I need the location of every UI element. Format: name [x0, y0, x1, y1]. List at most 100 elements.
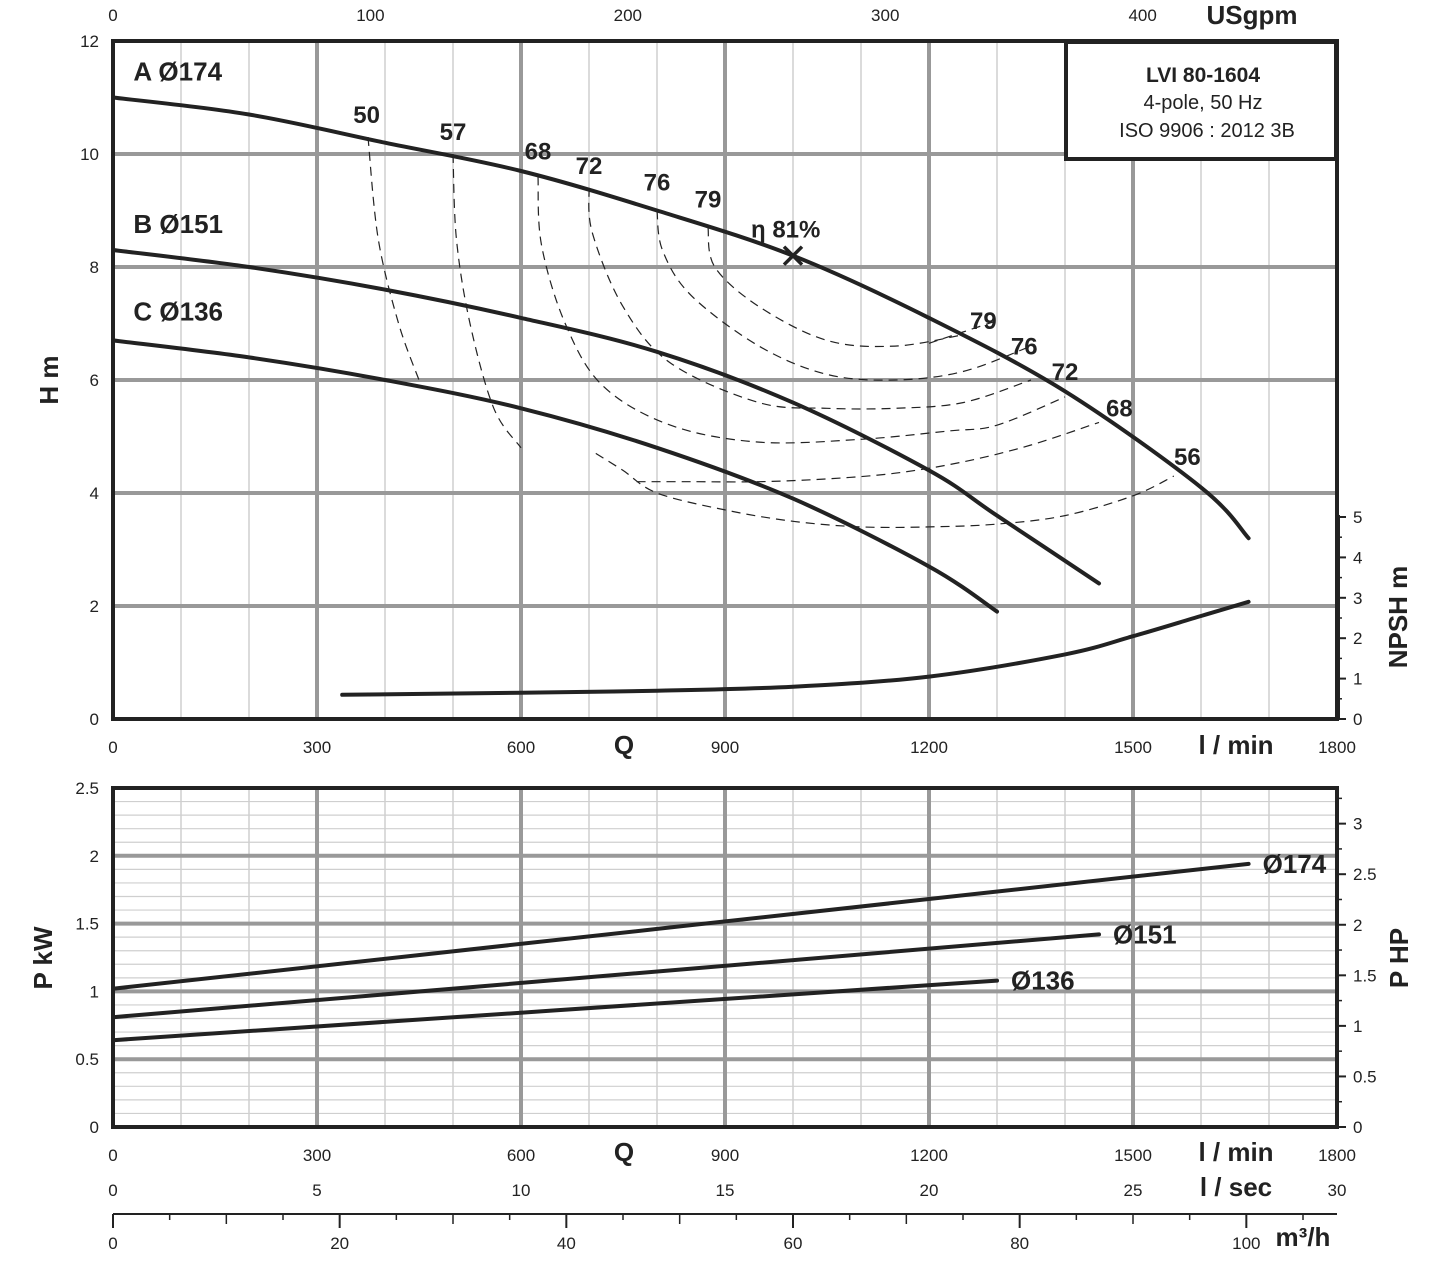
x2-tick-label: 400 [1128, 6, 1156, 25]
x2-tick-label: 300 [871, 6, 899, 25]
y-tick-label: 0 [90, 1118, 99, 1137]
lsec-tick-label: 10 [512, 1181, 531, 1200]
x2-tick-label: 0 [108, 6, 117, 25]
y2-tick-label: 4 [1353, 548, 1362, 567]
x-tick-label: 600 [507, 738, 535, 757]
y-tick-label: 0 [90, 710, 99, 729]
efficiency-label: 76 [644, 170, 671, 197]
efficiency-contour [595, 452, 1175, 529]
y-tick-label: 6 [90, 371, 99, 390]
x-tick-label: 900 [711, 738, 739, 757]
lsec-tick-label: 0 [108, 1181, 117, 1200]
efficiency-label: 57 [440, 119, 467, 146]
efficiency-label: 79 [970, 308, 997, 335]
npsh-y-label: NPSH m [1383, 566, 1413, 669]
bep-marker [782, 245, 804, 266]
y-tick-label: 2 [90, 597, 99, 616]
m3h-tick-label: 40 [557, 1234, 576, 1253]
m3h-tick-label: 80 [1010, 1234, 1029, 1253]
x2-tick-label: 100 [356, 6, 384, 25]
y2-tick-label: 0 [1353, 710, 1362, 729]
efficiency-label: 56 [1174, 444, 1201, 471]
x2-tick-label: 200 [614, 6, 642, 25]
power-x-label: Q [614, 1137, 634, 1167]
efficiency-contour [928, 320, 998, 344]
head-x-label: Q [614, 730, 634, 760]
efficiency-label: 68 [1106, 396, 1133, 423]
y-tick-label: 10 [80, 145, 99, 164]
x-tick-label: 300 [303, 1146, 331, 1165]
lsec-tick-label: 5 [312, 1181, 321, 1200]
m3h-tick-label: 100 [1232, 1234, 1260, 1253]
m3h-x-unit: m³/h [1276, 1222, 1331, 1252]
head-chart-frame [111, 39, 1339, 721]
efficiency-contour [656, 210, 1032, 381]
y2-tick-label: 2 [1353, 916, 1362, 935]
y-tick-label: 0.5 [75, 1050, 99, 1069]
x-tick-label: 0 [108, 1146, 117, 1165]
head-y-label: H m [34, 355, 64, 404]
efficiency-contour [537, 176, 1066, 444]
impeller-label: C Ø136 [133, 297, 223, 327]
title-model: LVI 80-1604 [1146, 64, 1260, 87]
power-chart-frame [111, 786, 1339, 1129]
efficiency-label: 68 [525, 139, 552, 166]
y-tick-label: 2.5 [75, 779, 99, 798]
x2-unit-label: USgpm [1207, 0, 1298, 30]
chart-labels: A Ø174 B Ø151 C Ø136 50 57 68 72 76 79 79 76 72 68 56… [133, 57, 1326, 996]
efficiency-label: 50 [353, 102, 380, 129]
power-curve-174 [111, 861, 1251, 991]
x-tick-label: 300 [303, 738, 331, 757]
efficiency-label: 76 [1011, 334, 1038, 361]
lsec-tick-label: 20 [920, 1181, 939, 1200]
power-curve-label: Ø174 [1263, 849, 1327, 879]
curve-npsh [340, 599, 1251, 697]
m3h-tick-label: 60 [784, 1234, 803, 1253]
x-tick-label: 1500 [1114, 1146, 1152, 1165]
x-tick-label: 600 [507, 1146, 535, 1165]
power-curve-151 [111, 932, 1101, 1020]
y2-tick-label: 0.5 [1353, 1067, 1377, 1086]
y2-tick-label: 3 [1353, 815, 1362, 834]
x-tick-label: 1800 [1318, 1146, 1356, 1165]
power-curves [111, 861, 1251, 1043]
y2-tick-label: 3 [1353, 589, 1362, 608]
lsec-x-unit: l / sec [1200, 1172, 1272, 1202]
efficiency-contour [707, 227, 964, 348]
x-tick-label: 1200 [910, 1146, 948, 1165]
bep-label: η 81% [751, 217, 820, 244]
y2-tick-label: 5 [1353, 508, 1362, 527]
title-box: LVI 80-1604 4-pole, 50 Hz ISO 9906 : 201… [1064, 40, 1338, 161]
y2-tick-label: 1.5 [1353, 966, 1377, 985]
efficiency-contour [452, 153, 522, 449]
y-tick-label: 1 [90, 982, 99, 1001]
efficiency-contour [636, 421, 1100, 483]
x-tick-label: 1500 [1114, 738, 1152, 757]
y2-tick-label: 1 [1353, 670, 1362, 689]
impeller-label: A Ø174 [133, 57, 222, 87]
lsec-tick-label: 30 [1328, 1181, 1347, 1200]
efficiency-contour [367, 136, 420, 381]
efficiency-contour [588, 187, 1032, 410]
curve-c-136 [111, 338, 999, 614]
x-tick-label: 1200 [910, 738, 948, 757]
hp-y-label: P HP [1384, 928, 1414, 988]
title-standard: ISO 9906 : 2012 3B [1119, 120, 1295, 142]
lsec-tick-label: 25 [1124, 1181, 1143, 1200]
power-x-unit: l / min [1198, 1137, 1273, 1167]
power-curve-label: Ø136 [1011, 966, 1075, 996]
x-tick-label: 900 [711, 1146, 739, 1165]
power-curve-label: Ø151 [1113, 919, 1177, 949]
y-tick-label: 4 [90, 484, 99, 503]
head-x-unit: l / min [1198, 730, 1273, 760]
y-tick-label: 2 [90, 847, 99, 866]
x-tick-label: 1800 [1318, 738, 1356, 757]
curve-b-151 [111, 248, 1101, 586]
power-curve-136 [111, 978, 999, 1043]
lsec-tick-label: 15 [716, 1181, 735, 1200]
y-tick-label: 1.5 [75, 915, 99, 934]
x-tick-label: 0 [108, 738, 117, 757]
